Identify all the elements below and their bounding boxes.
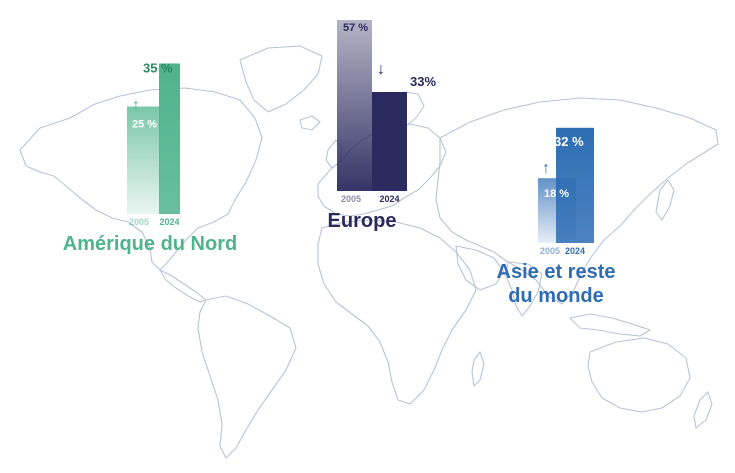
map-iceland	[299, 115, 321, 131]
trend-arrow-icon: ↑	[542, 160, 550, 177]
map-japan	[655, 179, 675, 221]
bar-2024	[372, 92, 407, 191]
region-label: Europe	[328, 210, 397, 232]
year-label-2005: 2005	[129, 217, 149, 227]
map-madagascar	[471, 351, 485, 387]
bar-2005	[337, 20, 372, 191]
map-greenland	[239, 45, 323, 113]
map-africa	[317, 219, 477, 405]
year-label-2024: 2024	[565, 246, 585, 256]
value-label-2005: 57 %	[343, 22, 368, 34]
map-south-america	[197, 295, 297, 459]
year-label-2005: 2005	[341, 194, 361, 204]
bar-2005	[127, 106, 160, 214]
region-label: du monde	[508, 285, 604, 307]
map-new-zealand	[693, 391, 713, 429]
map-central-america	[159, 269, 207, 303]
bar-2024	[159, 63, 180, 214]
map-arabia	[455, 245, 505, 291]
year-label-2024: 2024	[159, 217, 179, 227]
trend-arrow-icon: ↑	[132, 97, 140, 114]
chart-group-1: 57 % 33% ↓ 2005 2024 Europe	[328, 20, 436, 232]
trend-arrow-icon: ↓	[377, 61, 385, 78]
map-indonesia	[569, 313, 651, 337]
year-label-2024: 2024	[379, 194, 399, 204]
value-label-2024: 35 %	[143, 61, 173, 76]
map-australia	[587, 337, 691, 413]
value-label-2005: 25 %	[132, 119, 157, 131]
map-india	[505, 261, 543, 317]
value-label-2024: 33%	[410, 74, 436, 89]
map-asia	[435, 97, 719, 305]
value-label-2024: 32 %	[554, 134, 584, 149]
chart-group-0: 25 % 35 % ↑ 2005 2024 Amérique du Nord	[63, 61, 237, 256]
value-label-2005: 18 %	[544, 188, 569, 200]
region-label: Amérique du Nord	[63, 233, 237, 255]
bar-2024	[556, 127, 594, 243]
region-label: Asie et reste	[497, 261, 616, 283]
year-label-2005: 2005	[540, 246, 560, 256]
